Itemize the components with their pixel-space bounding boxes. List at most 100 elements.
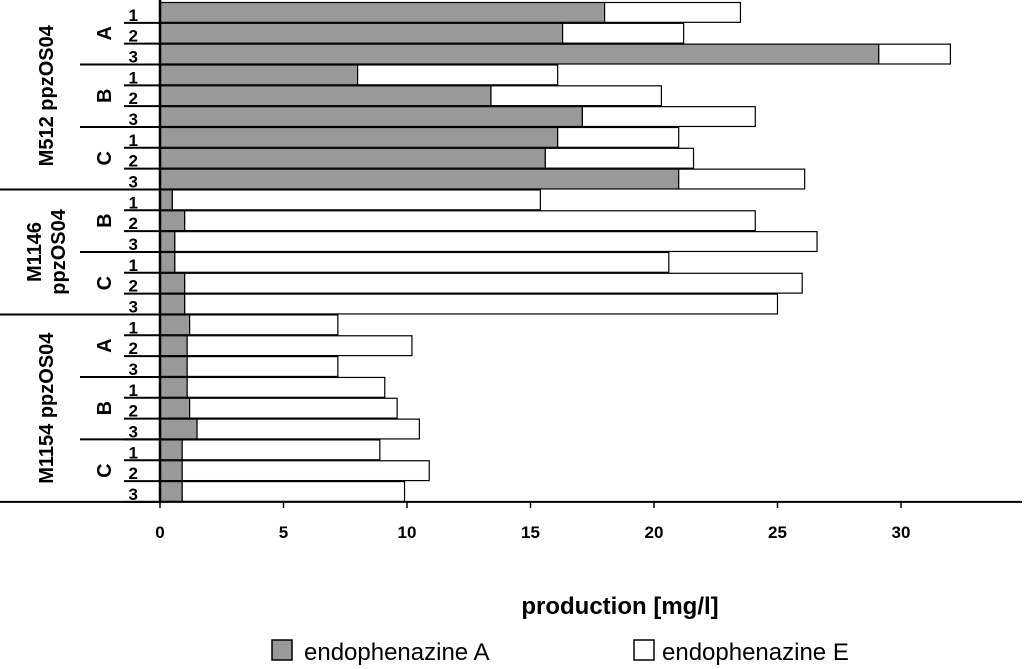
bar-endophenazine-e	[181, 460, 430, 482]
bar-endophenazine-a	[159, 147, 546, 169]
bar-endophenazine-a	[159, 356, 188, 378]
bar-endophenazine-a	[159, 251, 176, 273]
bar-endophenazine-e	[189, 314, 339, 336]
bar-endophenazine-a	[159, 64, 359, 86]
replicate-label: 3	[129, 110, 138, 129]
replicate-label: 2	[129, 277, 138, 296]
bar-endophenazine-e	[186, 376, 386, 398]
bar-endophenazine-a	[159, 210, 186, 232]
group-label: A	[94, 338, 116, 352]
replicate-label: 2	[129, 402, 138, 421]
replicate-label: 3	[129, 172, 138, 191]
replicate-label: 3	[129, 485, 138, 504]
bar-endophenazine-e	[196, 418, 420, 440]
bar-endophenazine-a	[159, 293, 186, 315]
bar-endophenazine-a	[159, 126, 559, 148]
replicate-label: 1	[129, 381, 138, 400]
bar-endophenazine-a	[159, 1, 606, 23]
group-label: B	[94, 401, 116, 415]
bar-endophenazine-a	[159, 480, 183, 503]
replicate-label: 3	[129, 297, 138, 316]
replicate-label: 1	[129, 193, 138, 212]
bar-endophenazine-a	[159, 43, 880, 65]
bar-endophenazine-a	[159, 335, 188, 357]
x-tick-label: 10	[398, 523, 417, 542]
bar-endophenazine-e	[184, 272, 803, 294]
strain-label: M1154 ppzOS04	[36, 332, 58, 484]
replicate-label: 1	[129, 443, 138, 462]
replicate-label: 3	[129, 235, 138, 254]
x-tick-label: 25	[768, 523, 787, 542]
bar-endophenazine-a	[159, 272, 186, 294]
replicate-label: 2	[129, 152, 138, 171]
replicate-label: 1	[129, 6, 138, 25]
bar-endophenazine-a	[159, 106, 583, 128]
replicate-label: 1	[129, 68, 138, 87]
bar-endophenazine-a	[159, 439, 183, 461]
bar-endophenazine-e	[878, 43, 952, 65]
bar-endophenazine-a	[159, 22, 564, 44]
strain-label: M1146 ppzOS04	[24, 208, 70, 294]
replicate-label: 3	[129, 47, 138, 66]
bar-endophenazine-e	[357, 64, 559, 86]
replicate-label: 2	[129, 339, 138, 358]
bar-endophenazine-e	[186, 356, 339, 378]
bar-endophenazine-e	[544, 147, 695, 169]
group-label: B	[94, 213, 116, 227]
bar-endophenazine-e	[603, 1, 742, 23]
axes-layer: 0 5 10 15 20 25 30	[0, 0, 1022, 542]
bar-endophenazine-e	[184, 210, 756, 232]
bar-endophenazine-e	[562, 22, 685, 44]
bars-layer	[159, 1, 952, 503]
group-label: B	[94, 89, 116, 103]
group-label: A	[94, 26, 116, 40]
legend-label-endophenazine-e: endophenazine E	[662, 639, 849, 666]
bar-endophenazine-a	[159, 85, 492, 107]
x-tick-label: 30	[892, 523, 911, 542]
bar-endophenazine-e	[189, 397, 398, 419]
bar-endophenazine-a	[159, 460, 183, 482]
bar-endophenazine-e	[181, 480, 406, 503]
bar-endophenazine-a	[159, 314, 191, 336]
replicate-label: 1	[129, 131, 138, 150]
replicate-label: 3	[129, 360, 138, 379]
bar-endophenazine-e	[490, 85, 663, 107]
replicate-label: 2	[129, 214, 138, 233]
replicate-label: 2	[129, 27, 138, 46]
replicate-label: 2	[129, 464, 138, 483]
x-tick-label: 20	[645, 523, 664, 542]
legend-label-endophenazine-a: endophenazine A	[304, 639, 490, 666]
strain-label: M512 ppzOS04	[36, 24, 58, 166]
bar-endophenazine-e	[557, 126, 680, 148]
x-tick-label: 5	[279, 523, 288, 542]
bar-endophenazine-a	[159, 168, 680, 190]
legend-swatch-endophenazine-a	[271, 639, 293, 661]
bar-endophenazine-e	[174, 251, 670, 273]
bar-endophenazine-e	[184, 293, 779, 315]
bar-endophenazine-e	[678, 168, 806, 190]
replicate-label: 1	[129, 256, 138, 275]
bar-endophenazine-e	[581, 106, 756, 128]
bar-endophenazine-a	[159, 397, 191, 419]
group-label: C	[94, 151, 116, 165]
group-label: C	[94, 276, 116, 290]
bar-endophenazine-a	[159, 418, 198, 440]
bar-endophenazine-a	[159, 376, 188, 398]
bar-endophenazine-e	[174, 231, 818, 253]
legend-swatch-endophenazine-e	[633, 639, 655, 661]
bar-endophenazine-e	[186, 335, 413, 357]
bar-endophenazine-a	[159, 189, 173, 211]
legend: endophenazine A endophenazine E	[271, 639, 849, 666]
x-tick-label: 15	[521, 523, 540, 542]
group-label: C	[94, 463, 116, 477]
replicate-label: 1	[129, 318, 138, 337]
replicate-label: 2	[129, 89, 138, 108]
x-tick-label: 0	[155, 523, 164, 542]
x-axis-title: production [mg/l]	[521, 593, 718, 620]
replicate-label: 3	[129, 422, 138, 441]
bar-endophenazine-e	[171, 189, 541, 211]
bar-endophenazine-a	[159, 231, 176, 253]
bar-endophenazine-e	[181, 439, 381, 461]
